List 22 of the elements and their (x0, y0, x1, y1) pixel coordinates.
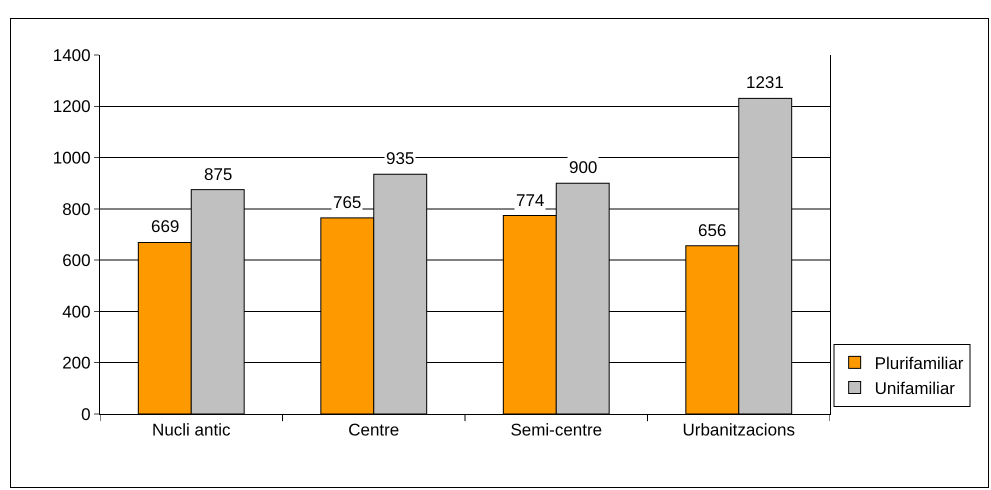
data-label: 765 (333, 193, 362, 212)
y-tick-label: 1200 (52, 97, 91, 116)
y-tick-label: 1400 (52, 46, 91, 65)
data-label: 900 (569, 158, 598, 177)
data-label: 774 (516, 191, 544, 210)
data-label: 1231 (746, 73, 784, 92)
y-tick-label: 400 (62, 302, 91, 322)
x-tick-label: Urbanitzacions (682, 420, 795, 440)
data-label: 875 (204, 165, 232, 184)
y-tick-label: 200 (62, 354, 91, 373)
legend-label: Unifamiliar (874, 379, 956, 398)
y-tick-label: 600 (62, 251, 91, 270)
data-label: 935 (386, 149, 414, 168)
x-tick-label: Centre (348, 420, 400, 440)
data-label: 669 (151, 217, 180, 236)
y-tick-label: 0 (81, 404, 91, 424)
x-tick-label: Nucli antic (152, 420, 231, 440)
data-label: 656 (698, 221, 726, 240)
y-tick-label: 1000 (52, 148, 91, 168)
legend-label: Plurifamiliar (874, 354, 964, 373)
y-tick-label: 800 (62, 200, 91, 219)
x-tick-label: Semi-centre (510, 420, 602, 440)
